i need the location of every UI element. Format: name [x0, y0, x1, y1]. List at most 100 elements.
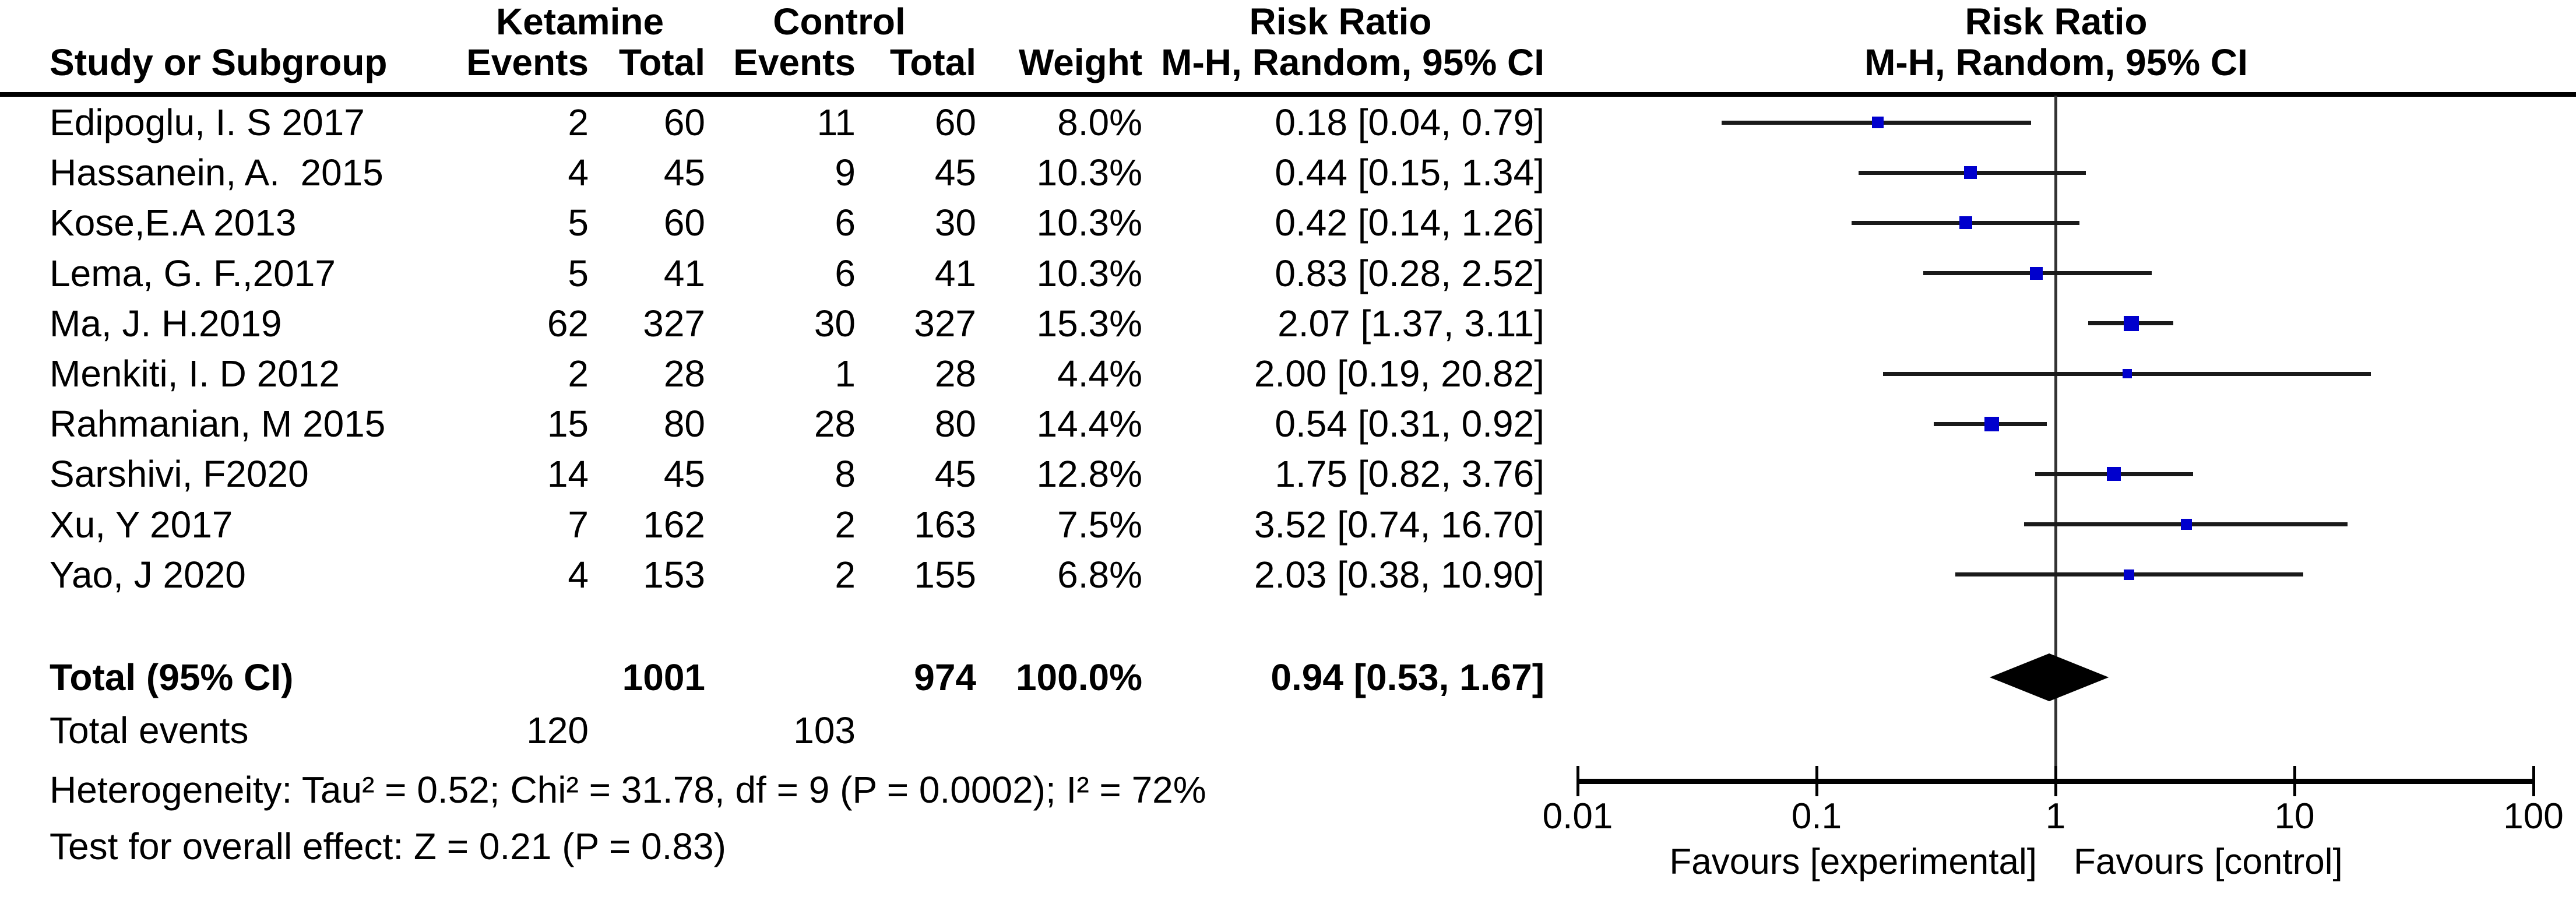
total-row: Total (95% CI) 1001 974 100.0% 0.94 [0.5…: [0, 652, 1574, 702]
exp-total: 60: [663, 101, 705, 143]
exp-total: 327: [643, 302, 705, 344]
study-row: Yao, J 2020 4 153 2 155 6.8% 2.03 [0.38, 10.90…: [0, 550, 1574, 600]
exp-events: 4: [568, 152, 589, 194]
header-group-experimental: Ketamine: [495, 1, 664, 43]
ctrl-events: 6: [835, 202, 856, 244]
weight: 10.3%: [1036, 252, 1142, 294]
weight: 4.4%: [1057, 353, 1142, 395]
effect-square: [1959, 216, 1972, 230]
weight: 8.0%: [1057, 101, 1142, 143]
ctrl-total: 45: [934, 152, 976, 194]
total-ctrl-total: 974: [914, 656, 976, 698]
ctrl-total: 80: [934, 403, 976, 445]
exp-events: 5: [568, 202, 589, 244]
ctrl-events: 1: [835, 353, 856, 395]
study-row: Ma, J. H.2019 62 327 30 327 15.3% 2.07 [1.37, …: [0, 298, 1574, 349]
ci-label: 0.42 [0.14, 1.26]: [1275, 202, 1544, 244]
ci-label: 2.00 [0.19, 20.82]: [1254, 353, 1544, 395]
col-ctrl-events-header: Events: [733, 41, 856, 83]
ctrl-total: 163: [914, 503, 976, 546]
exp-total: 153: [643, 553, 705, 596]
col-study-header: Study or Subgroup: [50, 41, 388, 83]
study-name: Yao, J 2020: [50, 553, 246, 596]
exp-total: 80: [663, 403, 705, 445]
ctrl-total: 30: [934, 202, 976, 244]
ci-label: 2.03 [0.38, 10.90]: [1254, 553, 1544, 596]
total-events-label: Total events: [50, 709, 249, 751]
total-events-ctrl: 103: [793, 709, 856, 751]
ctrl-events: 30: [814, 302, 856, 344]
header-columns: Study or Subgroup Events Total Events To…: [0, 37, 1574, 87]
col-exp-events-header: Events: [466, 41, 589, 83]
total-events-exp: 120: [526, 709, 589, 751]
study-row: Kose,E.A 2013 5 60 6 30 10.3% 0.42 [0.14, 1.26…: [0, 198, 1574, 248]
effect-square: [2029, 266, 2043, 280]
header-group-control: Control: [773, 1, 906, 43]
weight: 15.3%: [1036, 302, 1142, 344]
ctrl-events: 6: [835, 252, 856, 294]
study-name: Sarshivi, F2020: [50, 453, 309, 495]
x-axis-tick-label: 1: [2045, 796, 2066, 836]
study-name: Ma, J. H.2019: [50, 302, 282, 344]
ctrl-events: 2: [835, 503, 856, 546]
ctrl-events: 28: [814, 403, 856, 445]
study-name: Menkiti, I. D 2012: [50, 353, 340, 395]
study-name: Hassanein, A. 2015: [50, 152, 383, 194]
forest-plot-area: Favours [experimental] Favours [control]…: [1543, 0, 2576, 900]
effect-square: [1963, 166, 1977, 180]
exp-events: 2: [568, 101, 589, 143]
pooled-diamond: [1989, 653, 2109, 701]
study-row: Menkiti, I. D 2012 2 28 1 28 4.4% 2.00 [0.19, …: [0, 349, 1574, 399]
ctrl-total: 155: [914, 553, 976, 596]
ctrl-events: 8: [835, 453, 856, 495]
exp-total: 45: [663, 453, 705, 495]
ctrl-total: 28: [934, 353, 976, 395]
effect-square: [1871, 117, 1884, 128]
ctrl-events: 9: [835, 152, 856, 194]
effect-square: [1984, 416, 1999, 431]
total-exp-total: 1001: [622, 656, 705, 698]
effect-square: [2123, 315, 2139, 331]
study-row: Lema, G. F.,2017 5 41 6 41 10.3% 0.83 [0.28, 2…: [0, 248, 1574, 298]
total-weight: 100.0%: [1015, 656, 1142, 698]
x-axis-tick: [2532, 766, 2535, 796]
col-weight-header: Weight: [1018, 41, 1142, 83]
x-axis-tick: [2293, 766, 2296, 796]
ctrl-total: 327: [914, 302, 976, 344]
effect-square: [2106, 467, 2121, 481]
study-name: Edipoglu, I. S 2017: [50, 101, 365, 143]
ci-label: 0.18 [0.04, 0.79]: [1275, 101, 1544, 143]
weight: 10.3%: [1036, 152, 1142, 194]
weight: 10.3%: [1036, 202, 1142, 244]
exp-total: 45: [663, 152, 705, 194]
study-name: Rahmanian, M 2015: [50, 403, 386, 445]
weight: 14.4%: [1036, 403, 1142, 445]
study-row: Sarshivi, F2020 14 45 8 45 12.8% 1.75 [0.82, 3…: [0, 449, 1574, 499]
ctrl-events: 2: [835, 553, 856, 596]
exp-events: 15: [547, 403, 589, 445]
x-axis-tick-label: 100: [2503, 796, 2564, 836]
null-effect-line: [2054, 96, 2057, 781]
study-row: Hassanein, A. 2015 4 45 9 45 10.3% 0.44 [0.15,…: [0, 147, 1574, 198]
header-effect-left: Risk Ratio: [1249, 1, 1432, 43]
ci-label: 0.44 [0.15, 1.34]: [1275, 152, 1544, 194]
study-row: Xu, Y 2017 7 162 2 163 7.5% 3.52 [0.74, 16.70]: [0, 500, 1574, 550]
weight: 7.5%: [1057, 503, 1142, 546]
exp-events: 7: [568, 503, 589, 546]
study-name: Kose,E.A 2013: [50, 202, 297, 244]
exp-events: 5: [568, 252, 589, 294]
col-method-header: M-H, Random, 95% CI: [1161, 41, 1544, 83]
total-events-row: Total events 120 103: [0, 705, 1574, 755]
ctrl-events: 11: [817, 101, 856, 143]
x-axis-tick: [2054, 766, 2057, 796]
ctrl-total: 45: [934, 453, 976, 495]
exp-events: 2: [568, 353, 589, 395]
study-row: Edipoglu, I. S 2017 2 60 11 60 8.0% 0.18 [0.04…: [0, 97, 1574, 147]
weight: 6.8%: [1057, 553, 1142, 596]
ci-label: 0.83 [0.28, 2.52]: [1275, 252, 1544, 294]
exp-total: 41: [663, 252, 705, 294]
ctrl-total: 60: [934, 101, 976, 143]
ci-label: 2.07 [1.37, 3.11]: [1278, 302, 1544, 344]
effect-square: [2180, 519, 2192, 530]
overall-effect-text: Test for overall effect: Z = 0.21 (P = 0…: [50, 825, 726, 867]
